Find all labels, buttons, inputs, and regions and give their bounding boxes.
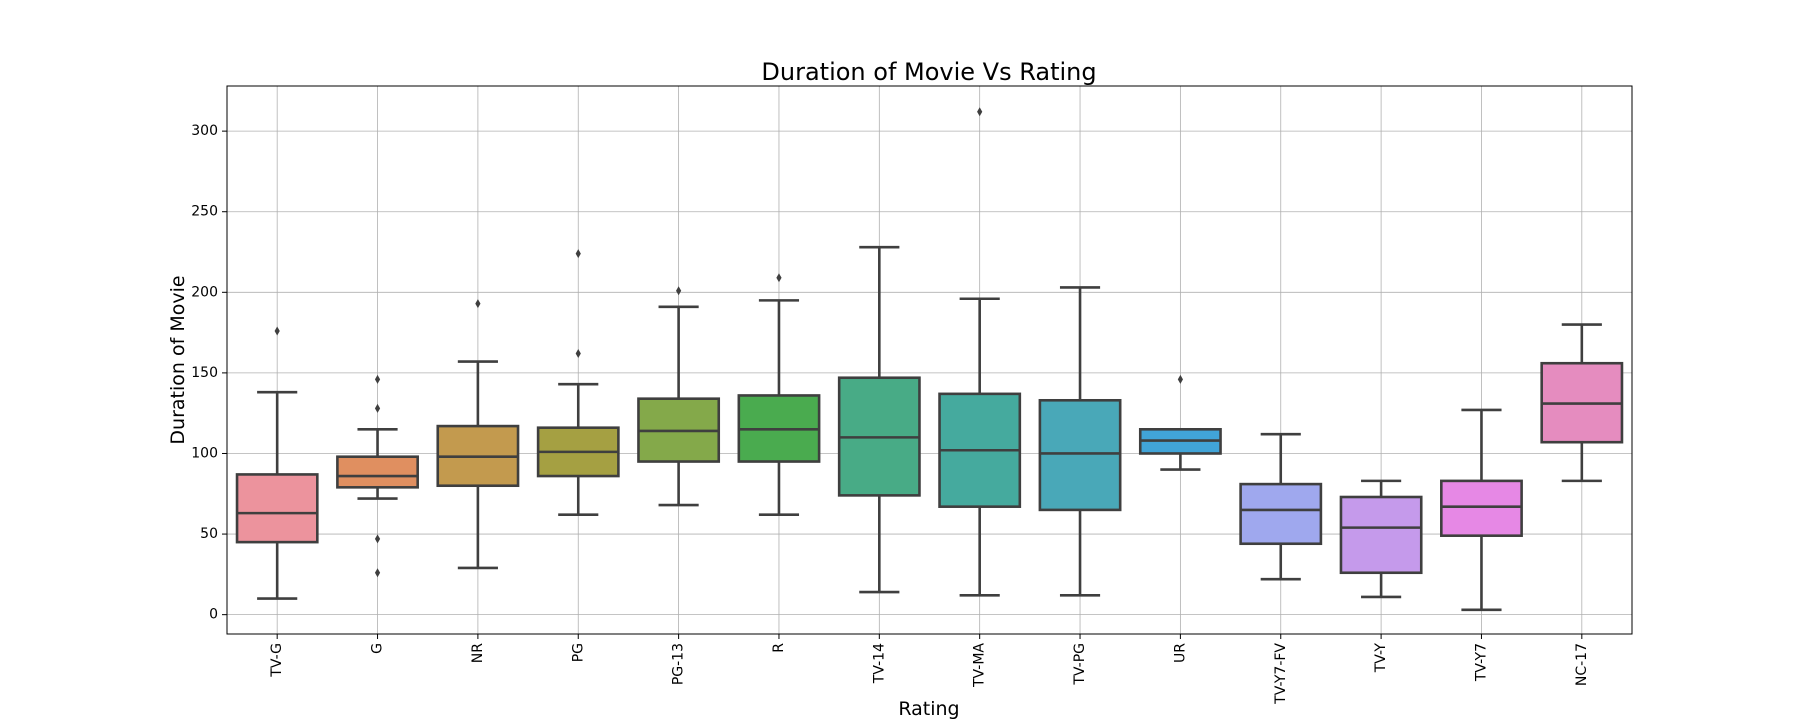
box-ur <box>1138 374 1222 471</box>
x-tick-label: TV-PG <box>1072 643 1088 686</box>
y-tick-label: 250 <box>191 204 218 220</box>
x-axis: TV-G G NR PG PG-13 R TV-14 TV-MA TV-PG UR TV-Y7-FV… <box>269 634 1590 705</box>
box-tv-pg <box>1038 286 1122 597</box>
x-tick-label: PG <box>570 643 586 662</box>
box-r <box>737 273 821 517</box>
x-tick-label: NR <box>470 643 486 663</box>
x-tick-label: TV-G <box>269 643 285 678</box>
iqr-box <box>1038 398 1122 512</box>
x-tick-label: TV-Y7-FV <box>1273 643 1289 705</box>
outlier-point <box>575 349 581 359</box>
outlier-point <box>575 249 581 259</box>
y-tick-label: 300 <box>191 123 218 139</box>
y-axis: 0 50 100 150 200 250 300 <box>191 123 227 623</box>
box-nr <box>436 299 520 570</box>
box-tv-y7 <box>1440 408 1523 612</box>
x-tick-label: TV-Y <box>1373 643 1389 674</box>
box-tv-14 <box>837 245 921 594</box>
box-tv-y <box>1339 479 1423 599</box>
outlier-point <box>1177 374 1183 384</box>
iqr-box <box>1239 482 1323 546</box>
x-axis-label: Rating <box>898 698 959 720</box>
box-pg-13 <box>637 286 721 507</box>
iqr-box <box>1440 479 1523 537</box>
outlier-point <box>776 273 782 283</box>
plot-frame <box>226 85 1633 635</box>
x-tick-label: PG-13 <box>671 643 687 685</box>
iqr-box <box>235 473 319 544</box>
y-axis-label: Duration of Movie <box>167 275 189 444</box>
box-tv-g <box>235 326 319 600</box>
box-tv-y7-fv <box>1239 432 1323 581</box>
outlier-point <box>977 107 983 117</box>
outlier-point <box>274 326 280 336</box>
box-nc-17 <box>1540 323 1624 483</box>
box-g <box>336 374 419 578</box>
x-tick-label: G <box>370 643 386 654</box>
y-tick-label: 50 <box>200 526 218 542</box>
outlier-point <box>374 568 381 578</box>
outlier-point <box>374 403 381 413</box>
outlier-point <box>374 534 381 544</box>
box-tv-ma <box>938 107 1022 597</box>
y-tick-label: 100 <box>191 445 218 461</box>
boxes <box>235 107 1624 612</box>
y-tick-label: 150 <box>191 365 218 381</box>
outlier-point <box>475 299 481 309</box>
box-pg <box>536 249 620 517</box>
x-tick-label: R <box>771 643 787 653</box>
iqr-box <box>1339 495 1423 575</box>
outlier-point <box>374 374 381 384</box>
x-tick-label: TV-MA <box>972 643 988 688</box>
x-tick-label: NC-17 <box>1574 643 1590 686</box>
x-tick-label: TV-Y7 <box>1473 643 1489 682</box>
x-tick-label: UR <box>1172 643 1188 663</box>
x-tick-label: TV-14 <box>871 643 887 684</box>
y-tick-label: 200 <box>191 284 218 300</box>
chart-title: Duration of Movie Vs Rating <box>761 58 1096 86</box>
iqr-box <box>336 455 419 489</box>
outlier-point <box>676 286 682 296</box>
y-tick-label: 0 <box>209 607 218 623</box>
